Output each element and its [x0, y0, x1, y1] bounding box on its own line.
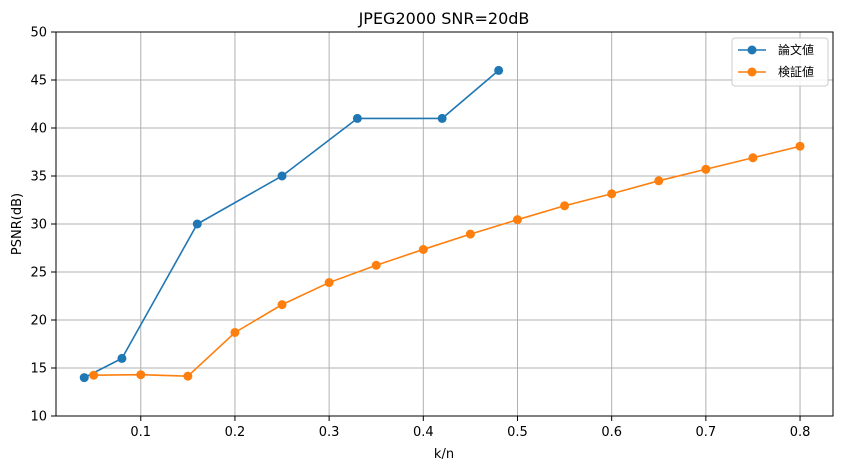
chart-title: JPEG2000 SNR=20dB: [358, 9, 530, 28]
y-tick-label-7: 45: [30, 74, 47, 89]
series-0-point-2: [192, 219, 202, 229]
y-axis-label: PSNR(dB): [10, 193, 25, 255]
y-tick-label-6: 40: [30, 122, 47, 137]
series-1-point-0: [89, 370, 99, 380]
series-0-point-3: [277, 171, 287, 181]
series-1-point-6: [371, 260, 381, 270]
series-1-point-9: [512, 215, 522, 225]
x-tick-label-6: 0.7: [696, 425, 717, 440]
series-1-point-15: [795, 141, 805, 151]
y-tick-label-8: 50: [30, 26, 47, 41]
series-0-point-1: [117, 353, 127, 363]
x-tick-label-7: 0.8: [790, 425, 811, 440]
tick-layer: 0.1 0.2 0.3 0.4 0.5 0.6 0.7 0.8 10 15 20 25 30 35 40 45…: [30, 26, 810, 441]
series-1-point-3: [230, 327, 240, 337]
series-0-point-4: [352, 113, 362, 123]
y-tick-label-4: 30: [30, 218, 47, 233]
series-1-point-12: [654, 176, 664, 186]
series-0-point-0: [79, 373, 89, 383]
legend-label-1: 検証値: [778, 64, 814, 79]
legend: 論文値 検証値: [731, 37, 829, 87]
y-tick-label-3: 25: [30, 266, 47, 281]
series-1-point-2: [183, 371, 193, 381]
x-tick-label-2: 0.3: [319, 425, 340, 440]
y-tick-label-5: 35: [30, 170, 47, 185]
series-1-point-7: [418, 244, 428, 254]
series-1-point-14: [748, 153, 758, 163]
series-1-point-13: [701, 164, 711, 174]
x-tick-label-4: 0.5: [507, 425, 528, 440]
series-1-point-1: [136, 370, 146, 380]
legend-label-0: 論文値: [778, 42, 814, 57]
x-axis-label: k/n: [434, 447, 454, 462]
series-0-point-5: [437, 113, 447, 123]
series-0-point-6: [494, 65, 504, 75]
series-1-point-10: [560, 201, 570, 211]
x-tick-label-5: 0.6: [601, 425, 622, 440]
series-line-1: [93, 145, 801, 377]
x-tick-label-1: 0.2: [225, 425, 246, 440]
series-1-point-4: [277, 300, 287, 310]
y-tick-label-1: 15: [30, 362, 47, 377]
x-tick-label-0: 0.1: [130, 425, 151, 440]
series-1-point-5: [324, 278, 334, 288]
series-layer: [79, 65, 805, 383]
x-tick-label-3: 0.4: [413, 425, 434, 440]
series-1-point-11: [607, 189, 617, 199]
series-1-point-8: [465, 229, 475, 239]
y-tick-label-2: 20: [30, 314, 47, 329]
legend-marker-1: [747, 67, 757, 77]
legend-marker-0: [747, 45, 757, 55]
y-tick-label-0: 10: [30, 410, 47, 425]
